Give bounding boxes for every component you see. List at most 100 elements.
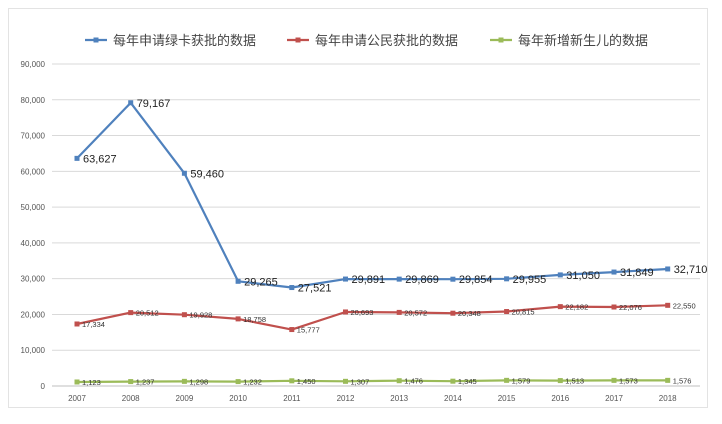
data-point bbox=[396, 276, 402, 282]
x-tick-label: 2010 bbox=[229, 394, 247, 403]
data-label: 63,627 bbox=[83, 153, 117, 165]
data-label: 1,298 bbox=[189, 377, 208, 386]
data-point bbox=[450, 310, 456, 316]
x-tick-label: 2013 bbox=[390, 394, 408, 403]
data-label: 29,854 bbox=[459, 274, 493, 286]
legend-label: 每年申请绿卡获批的数据 bbox=[113, 33, 256, 49]
data-point bbox=[557, 272, 563, 278]
data-point bbox=[450, 378, 456, 384]
data-label: 15,777 bbox=[297, 326, 320, 335]
y-tick-label: 50,000 bbox=[21, 203, 46, 212]
data-point bbox=[289, 378, 295, 384]
legend: 每年申请绿卡获批的数据 每年申请公民获批的数据 每年新增新生儿的数据 bbox=[85, 33, 648, 49]
axes: 0 10,000 20,000 30,000 40,000 50,000 60,000 70,… bbox=[21, 60, 678, 403]
y-tick-label: 0 bbox=[41, 382, 46, 391]
data-label: 79,167 bbox=[137, 98, 171, 110]
legend-marker bbox=[295, 37, 301, 43]
data-label: 1,237 bbox=[136, 378, 155, 387]
data-label: 22,076 bbox=[619, 303, 642, 312]
y-tick-label: 70,000 bbox=[21, 132, 46, 141]
data-label: 1,345 bbox=[458, 377, 477, 386]
data-point bbox=[665, 302, 671, 308]
data-label: 29,891 bbox=[352, 274, 386, 286]
y-tick-label: 30,000 bbox=[21, 275, 46, 284]
data-label: 29,955 bbox=[513, 274, 547, 286]
legend-label: 每年新增新生儿的数据 bbox=[518, 33, 648, 49]
x-tick-label: 2011 bbox=[283, 394, 301, 403]
legend-marker bbox=[93, 37, 99, 43]
data-point bbox=[504, 377, 510, 383]
data-label: 20,348 bbox=[458, 309, 481, 318]
data-point bbox=[611, 377, 617, 383]
data-point bbox=[504, 309, 510, 315]
series-line bbox=[76, 304, 668, 331]
data-point bbox=[181, 312, 187, 318]
data-point bbox=[74, 321, 80, 327]
y-tick-label: 60,000 bbox=[21, 167, 46, 176]
data-point bbox=[343, 309, 348, 315]
data-labels: 63,627 79,167 59,460 29,265 27,521 29,891 29,8… bbox=[82, 98, 707, 387]
y-tick-label: 20,000 bbox=[21, 310, 46, 319]
x-tick-label: 2015 bbox=[498, 394, 516, 403]
data-label: 29,265 bbox=[244, 276, 278, 288]
data-label: 19,928 bbox=[189, 311, 212, 320]
x-tick-label: 2017 bbox=[605, 394, 623, 403]
legend-label: 每年申请公民获批的数据 bbox=[315, 33, 458, 49]
y-tick-label: 40,000 bbox=[21, 239, 46, 248]
data-label: 22,550 bbox=[673, 301, 696, 310]
data-point bbox=[665, 377, 671, 383]
data-point bbox=[343, 378, 348, 384]
y-tick-label: 90,000 bbox=[21, 60, 46, 69]
data-label: 22,182 bbox=[565, 303, 588, 312]
data-label: 20,572 bbox=[404, 308, 427, 317]
series-line bbox=[76, 379, 668, 384]
data-label: 20,693 bbox=[351, 308, 374, 317]
series bbox=[74, 100, 671, 385]
data-point bbox=[665, 266, 671, 272]
data-point bbox=[74, 379, 80, 385]
data-point bbox=[504, 276, 510, 282]
x-tick-label: 2009 bbox=[176, 394, 194, 403]
x-tick-label: 2007 bbox=[68, 394, 86, 403]
data-label: 20,512 bbox=[136, 309, 159, 318]
data-label: 1,307 bbox=[351, 377, 370, 386]
data-point bbox=[181, 170, 187, 176]
data-label: 1,573 bbox=[619, 376, 638, 385]
data-point bbox=[235, 278, 241, 284]
data-point bbox=[128, 379, 134, 385]
data-point bbox=[181, 378, 187, 384]
data-label: 1,476 bbox=[404, 377, 423, 386]
x-tick-label: 2018 bbox=[659, 394, 677, 403]
x-tick-label: 2008 bbox=[122, 394, 140, 403]
data-label: 59,460 bbox=[190, 168, 224, 180]
data-point bbox=[289, 327, 295, 333]
x-tick-label: 2012 bbox=[337, 394, 355, 403]
data-point bbox=[557, 378, 563, 384]
data-label: 1,579 bbox=[512, 376, 531, 385]
data-label: 17,334 bbox=[82, 320, 105, 329]
data-point bbox=[235, 379, 241, 385]
data-label: 20,815 bbox=[512, 308, 535, 317]
gridlines bbox=[52, 63, 700, 387]
data-point bbox=[74, 155, 80, 161]
data-label: 29,869 bbox=[405, 274, 439, 286]
data-label: 1,513 bbox=[565, 377, 584, 386]
data-label: 1,232 bbox=[243, 378, 262, 387]
data-point bbox=[343, 276, 348, 282]
data-point bbox=[289, 285, 295, 291]
data-label: 18,758 bbox=[243, 315, 266, 324]
data-point bbox=[611, 269, 617, 275]
data-point bbox=[557, 304, 563, 310]
data-label: 32,710 bbox=[674, 264, 708, 276]
data-label: 1,123 bbox=[82, 378, 101, 387]
data-point bbox=[450, 276, 456, 282]
data-label: 1,576 bbox=[673, 376, 692, 385]
y-tick-label: 80,000 bbox=[21, 96, 46, 105]
chart-frame bbox=[8, 8, 708, 408]
data-point bbox=[128, 310, 134, 316]
data-point bbox=[128, 100, 134, 106]
data-label: 31,050 bbox=[566, 270, 600, 282]
y-tick-label: 10,000 bbox=[21, 346, 46, 355]
data-label: 27,521 bbox=[298, 283, 332, 295]
